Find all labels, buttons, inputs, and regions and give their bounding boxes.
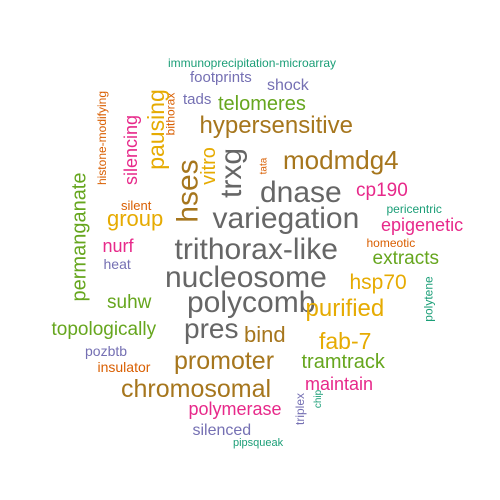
cloud-word: hypersensitive — [199, 112, 353, 139]
cloud-word: triplex — [293, 392, 308, 426]
cloud-word: heat — [103, 256, 131, 272]
cloud-word: permanganate — [67, 172, 90, 302]
cloud-word: pres — [184, 313, 239, 344]
cloud-word: pausing — [142, 88, 169, 170]
cloud-word: extracts — [372, 247, 440, 269]
cloud-word: chip — [313, 389, 325, 409]
cloud-word: cp190 — [356, 179, 408, 201]
cloud-word: promoter — [174, 346, 275, 375]
cloud-word: dnase — [260, 176, 342, 209]
cloud-word: chromosomal — [121, 374, 272, 403]
cloud-word: hsp70 — [349, 270, 407, 294]
cloud-word: bind — [244, 322, 286, 347]
cloud-word: insulator — [97, 359, 151, 375]
cloud-word: polycomb — [187, 286, 316, 319]
cloud-word: nucleosome — [165, 261, 327, 294]
cloud-word: immunoprecipitation-microarray — [168, 56, 337, 70]
cloud-word: tata — [257, 157, 269, 175]
cloud-word: variegation — [212, 202, 360, 235]
cloud-word: purified — [305, 295, 385, 322]
cloud-word: hses — [171, 159, 205, 223]
cloud-word: pozbtb — [85, 343, 128, 359]
cloud-word: epigenetic — [381, 215, 464, 235]
cloud-word: pericentric — [386, 202, 442, 216]
cloud-word: tramtrack — [301, 351, 385, 373]
cloud-word: suhw — [107, 291, 152, 313]
cloud-word: polymerase — [188, 399, 282, 419]
cloud-word: telomeres — [218, 93, 306, 115]
cloud-word: trithorax-like — [174, 233, 338, 266]
cloud-word: histone-modifying — [95, 90, 110, 186]
cloud-word: topologically — [51, 318, 157, 340]
cloud-word: silent — [121, 197, 152, 213]
cloud-word: footprints — [190, 68, 252, 86]
cloud-word: silenced — [192, 422, 252, 439]
cloud-word: silencing — [121, 114, 142, 186]
cloud-word: maintain — [305, 374, 374, 394]
cloud-word: homeotic — [366, 236, 416, 250]
cloud-word: pipsqueak — [233, 436, 284, 449]
cloud-word: trxg — [215, 147, 249, 199]
cloud-word: shock — [267, 77, 309, 94]
cloud-word: polytene — [421, 276, 436, 322]
cloud-word: nurf — [102, 236, 134, 256]
cloud-word: group — [107, 206, 164, 231]
cloud-word: tads — [183, 90, 212, 108]
cloud-word: fab-7 — [319, 327, 372, 354]
cloud-word: modmdg4 — [283, 145, 399, 175]
